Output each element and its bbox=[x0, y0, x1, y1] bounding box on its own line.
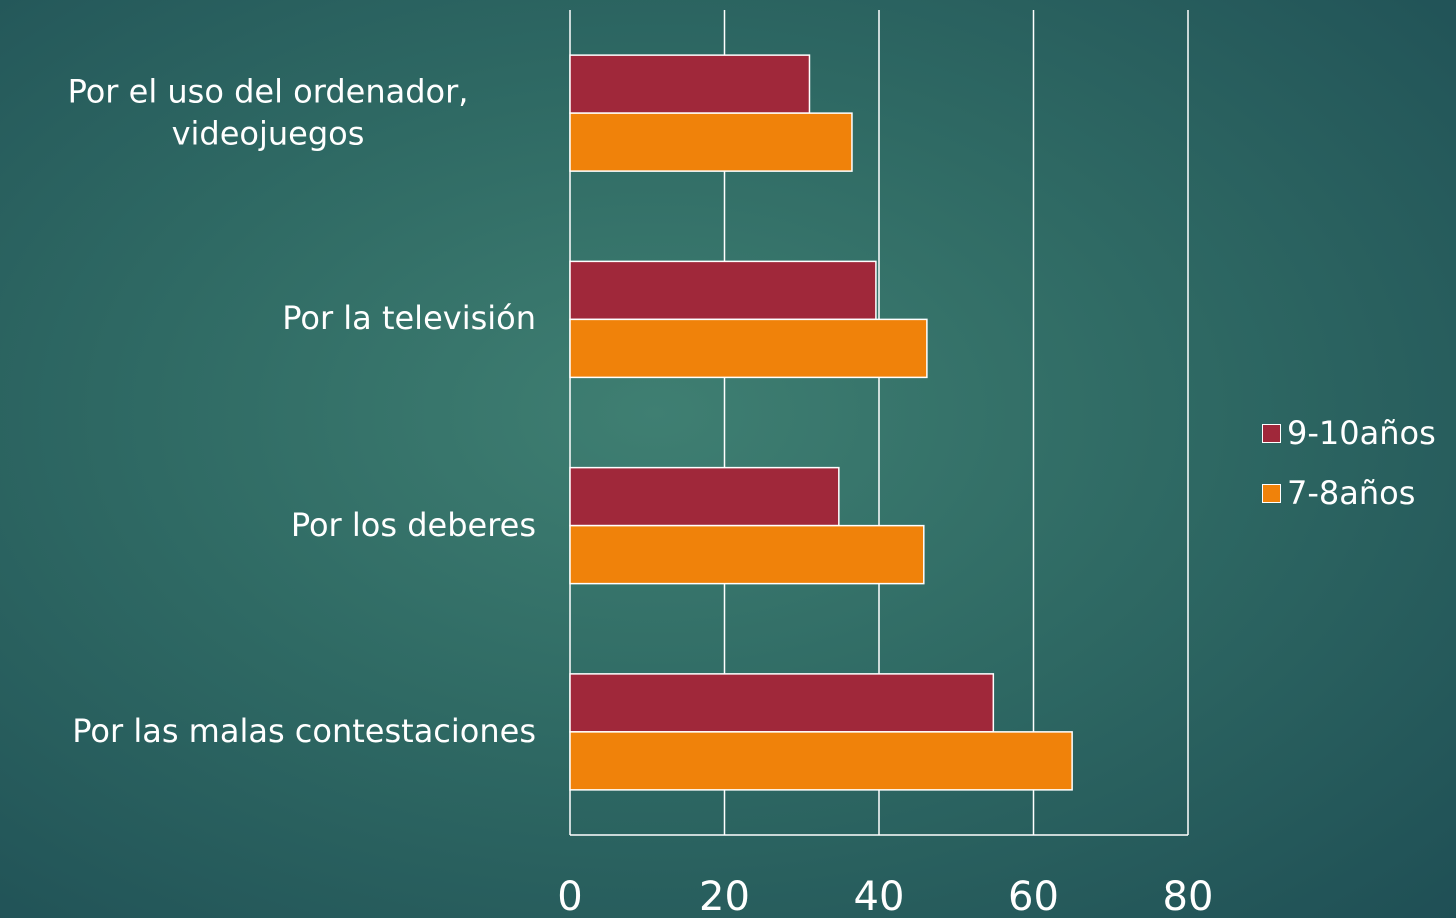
x-tick-label: 80 bbox=[1163, 874, 1214, 918]
bar bbox=[569, 54, 811, 114]
legend-swatch bbox=[1262, 483, 1281, 503]
bar bbox=[569, 260, 877, 321]
bar bbox=[569, 466, 840, 527]
x-tick-label: 20 bbox=[699, 874, 750, 918]
x-tick-label: 60 bbox=[1008, 874, 1059, 918]
y-tick-text: Por las malas contestaciones bbox=[72, 712, 536, 751]
bar bbox=[569, 112, 853, 172]
legend-label: 7-8años bbox=[1287, 474, 1416, 512]
bar bbox=[569, 524, 925, 585]
legend-label: 9-10años bbox=[1287, 414, 1436, 452]
y-tick-label: Por la televisión bbox=[282, 299, 536, 341]
y-tick-label: Por las malas contestaciones bbox=[72, 711, 536, 753]
bar bbox=[569, 731, 1073, 791]
legend-entry: 9-10años bbox=[1262, 414, 1436, 452]
y-tick-text: Por la televisión bbox=[282, 299, 536, 338]
y-tick-label: Por el uso del ordenador, videojuegos bbox=[0, 72, 536, 155]
y-tick-text: Por el uso del ordenador, videojuegos bbox=[67, 72, 469, 153]
x-tick-label: 40 bbox=[854, 874, 905, 918]
legend-swatch bbox=[1262, 423, 1281, 443]
bar bbox=[569, 673, 995, 733]
y-tick-label: Por los deberes bbox=[291, 505, 536, 547]
legend-entry: 7-8años bbox=[1262, 474, 1415, 512]
bar bbox=[569, 318, 928, 379]
x-tick-label: 0 bbox=[557, 874, 582, 918]
y-tick-text: Por los deberes bbox=[290, 505, 536, 544]
